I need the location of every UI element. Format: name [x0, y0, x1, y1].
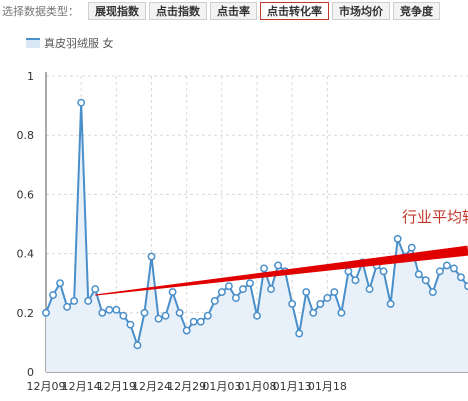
- data-point: [224, 282, 233, 291]
- tab-click-conversion-rate[interactable]: 点击转化率: [260, 2, 329, 20]
- data-point: [231, 294, 240, 302]
- x-tick-label: 12月19: [97, 380, 136, 393]
- data-point: [140, 308, 149, 317]
- x-tick-label: 01月13: [273, 380, 312, 393]
- data-point: [323, 294, 332, 302]
- series-area: [46, 102, 468, 372]
- data-point: [203, 311, 212, 320]
- y-tick-label: 1: [27, 70, 34, 83]
- data-point: [449, 264, 458, 273]
- trend-annotation: 行业平均转: [402, 208, 468, 226]
- data-point: [421, 276, 430, 285]
- chart-legend[interactable]: 真皮羽绒服 女: [26, 36, 114, 50]
- data-point: [217, 288, 226, 297]
- data-point: [175, 308, 184, 317]
- data-point: [288, 299, 297, 308]
- data-point: [91, 285, 100, 294]
- data-point: [253, 311, 261, 320]
- data-point: [49, 291, 57, 299]
- data-point: [98, 308, 107, 317]
- data-point: [316, 299, 325, 308]
- x-tick-label: 12月24: [132, 380, 171, 393]
- data-point: [154, 314, 163, 323]
- data-point: [196, 317, 205, 326]
- data-type-label: 选择数据类型：: [2, 5, 79, 18]
- data-point: [330, 288, 339, 297]
- x-tick-label: 12月14: [62, 380, 101, 393]
- data-point: [126, 320, 135, 329]
- data-point: [442, 261, 451, 270]
- data-point: [344, 267, 353, 276]
- data-point: [77, 98, 86, 107]
- data-point: [161, 311, 170, 320]
- x-tick-label: 01月08: [238, 380, 277, 393]
- data-point: [295, 329, 304, 338]
- y-tick-label: 0: [27, 366, 34, 379]
- tab-competition[interactable]: 竞争度: [393, 2, 440, 20]
- legend-swatch: [26, 38, 40, 48]
- tab-impression-index[interactable]: 展现指数: [88, 2, 146, 20]
- tab-click-rate[interactable]: 点击率: [210, 2, 257, 20]
- data-type-toolbar: 选择数据类型： 展现指数 点击指数 点击率 点击转化率 市场均价 竞争度: [0, 0, 468, 22]
- y-tick-label: 0.8: [17, 129, 35, 142]
- data-point: [168, 288, 177, 297]
- x-tick-label: 12月09: [27, 380, 66, 393]
- y-tick-label: 0.2: [17, 307, 35, 320]
- data-point: [56, 279, 65, 288]
- data-point: [428, 288, 437, 297]
- x-tick-label: 12月29: [167, 380, 206, 393]
- data-point: [365, 285, 374, 294]
- data-point: [309, 308, 318, 317]
- data-point: [238, 285, 247, 294]
- data-point: [105, 305, 114, 314]
- data-point: [274, 261, 283, 270]
- y-tick-label: 0.4: [17, 248, 35, 261]
- data-point: [112, 305, 121, 314]
- data-point: [84, 297, 93, 305]
- data-point: [147, 252, 156, 261]
- x-tick-label: 01月18: [308, 380, 347, 393]
- data-point: [210, 297, 219, 305]
- data-point: [246, 279, 254, 288]
- data-point: [260, 264, 268, 273]
- tab-market-avg-price[interactable]: 市场均价: [332, 2, 390, 20]
- data-point: [42, 308, 50, 317]
- data-point: [457, 273, 465, 282]
- data-point: [63, 302, 72, 311]
- data-point: [407, 243, 416, 252]
- data-point: [393, 234, 402, 243]
- data-point: [302, 288, 311, 297]
- data-point: [379, 267, 388, 276]
- legend-label: 真皮羽绒服 女: [44, 37, 114, 50]
- data-point: [414, 270, 423, 279]
- data-point: [189, 317, 198, 326]
- data-point: [119, 311, 128, 320]
- data-point: [182, 326, 191, 335]
- tab-click-index[interactable]: 点击指数: [149, 2, 207, 20]
- trend-line: [95, 245, 468, 296]
- data-point: [337, 308, 346, 317]
- data-point: [351, 276, 360, 285]
- data-point: [70, 297, 79, 305]
- data-point: [133, 341, 142, 350]
- data-point: [386, 299, 395, 308]
- data-point: [435, 267, 444, 276]
- y-tick-label: 0.6: [17, 188, 35, 201]
- data-point: [267, 285, 276, 294]
- x-tick-label: 01月03: [202, 380, 241, 393]
